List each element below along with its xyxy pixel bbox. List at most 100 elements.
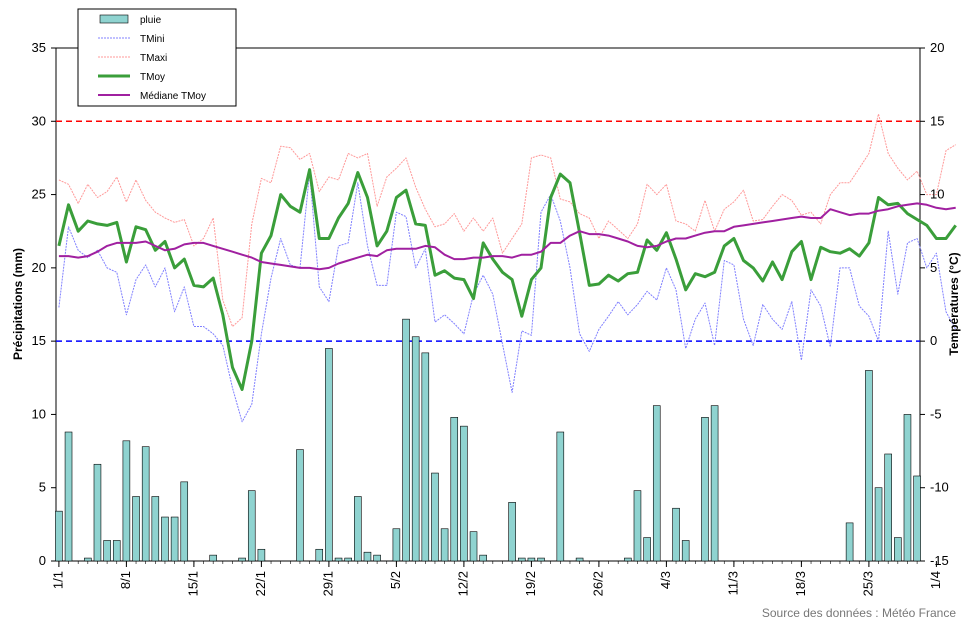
rain-bar: [103, 540, 111, 562]
rain-bar: [874, 487, 883, 562]
rain-bar: [402, 318, 410, 562]
x-tick-label: 8/1: [118, 571, 133, 589]
rain-bar: [170, 516, 179, 562]
series-line-1: [58, 113, 956, 327]
rain-bar: [450, 417, 459, 562]
x-tick-label: 1/4: [928, 571, 943, 589]
rain-bar: [257, 548, 266, 562]
right-tick-label: -10: [930, 480, 949, 495]
left-tick-label: 15: [32, 333, 46, 348]
rain-bar: [421, 352, 430, 562]
rain-bar: [161, 516, 169, 562]
left-axis-title: Précipitations (mm): [11, 248, 25, 360]
rain-bar: [55, 510, 63, 562]
rain-bar: [701, 417, 709, 562]
x-tick-label: 19/2: [523, 571, 538, 596]
rain-bar: [363, 551, 372, 562]
left-tick-label: 20: [32, 260, 46, 275]
rain-bar: [132, 496, 140, 562]
rain-bar: [517, 557, 526, 562]
rain-bar: [460, 425, 468, 562]
rain-bar: [373, 554, 381, 562]
series-line-2: [57, 168, 957, 391]
left-tick-label: 10: [32, 406, 46, 421]
plot-area: [55, 47, 921, 562]
x-tick-label: 29/1: [320, 571, 335, 596]
rain-bar: [643, 537, 651, 562]
right-tick-label: -15: [930, 553, 949, 568]
left-tick-label: 25: [32, 187, 46, 202]
left-tick-label: 5: [39, 480, 46, 495]
rain-bar: [296, 449, 304, 562]
rain-bar: [151, 496, 160, 562]
rain-bar: [681, 540, 690, 562]
rain-bar: [141, 446, 150, 562]
rain-bar: [209, 554, 217, 562]
rain-bar: [672, 507, 680, 562]
right-tick-label: 15: [930, 113, 944, 128]
legend-label: pluie: [140, 15, 162, 26]
right-tick-label: 5: [930, 260, 937, 275]
x-tick-label: 18/3: [793, 571, 808, 596]
rain-bar: [479, 554, 487, 562]
rain-bar: [247, 490, 256, 562]
right-tick-label: -5: [930, 406, 942, 421]
left-tick-label: 0: [39, 553, 46, 568]
rain-bar: [84, 557, 92, 562]
right-axis-title: Températures (°C): [947, 252, 961, 355]
right-tick-label: 10: [930, 187, 944, 202]
rain-bar: [392, 528, 401, 562]
rain-bar: [431, 472, 439, 562]
rain-bar: [315, 548, 324, 562]
temperature-lines: [57, 113, 957, 423]
rain-bar: [180, 481, 189, 562]
rain-bar: [537, 557, 545, 562]
rain-bar: [238, 557, 246, 562]
rain-bar: [354, 496, 362, 562]
left-tick-label: 30: [32, 113, 46, 128]
rain-bar: [64, 431, 73, 562]
x-tick-label: 12/2: [455, 571, 470, 596]
x-tick-label: 22/1: [253, 571, 268, 596]
rain-bar: [411, 336, 420, 562]
axes: 0 5 10 15 20 25 30 35 -15 -10 -5 0 5 10 15 20 1/1 8/1 15/1…: [32, 40, 949, 596]
rain-bar: [903, 414, 912, 562]
reference-lines: [56, 120, 920, 342]
x-tick-label: 1/1: [50, 571, 65, 589]
rain-bar: [93, 463, 102, 562]
rain-bar: [575, 557, 584, 562]
rain-bar: [894, 537, 902, 562]
rain-bar: [652, 405, 661, 562]
rain-bar: [440, 528, 449, 562]
legend-label: Médiane TMoy: [140, 91, 206, 102]
x-tick-label: 15/1: [185, 571, 200, 596]
rain-bar: [633, 490, 642, 562]
right-tick-label: 20: [930, 40, 944, 55]
left-tick-label: 35: [32, 40, 46, 55]
rain-bar: [624, 557, 632, 562]
rain-bar: [527, 557, 536, 562]
x-tick-label: 26/2: [590, 571, 605, 596]
rain-bar: [334, 557, 343, 562]
rain-bar: [344, 557, 352, 562]
source-note: Source des données : Météo France: [762, 606, 956, 620]
rain-bar: [325, 348, 333, 562]
legend: pluie TMini TMaxi TMoy Médiane TMoy: [77, 8, 237, 107]
legend-label: TMaxi: [140, 53, 167, 64]
rain-bar: [556, 431, 565, 562]
x-tick-label: 5/2: [388, 571, 403, 589]
x-tick-label: 25/3: [860, 571, 875, 596]
series-line-0: [58, 172, 957, 423]
legend-label: TMoy: [140, 72, 165, 83]
rain-bar: [710, 405, 719, 562]
right-tick-label: 0: [930, 333, 937, 348]
rain-bar: [508, 502, 516, 562]
series-line-3: [58, 202, 956, 271]
rain-bar: [112, 540, 121, 562]
x-tick-label: 4/3: [658, 571, 673, 589]
rain-bar: [913, 475, 921, 562]
rain-bar: [469, 531, 478, 562]
legend-swatch: [99, 14, 129, 24]
rain-bar: [845, 522, 854, 562]
